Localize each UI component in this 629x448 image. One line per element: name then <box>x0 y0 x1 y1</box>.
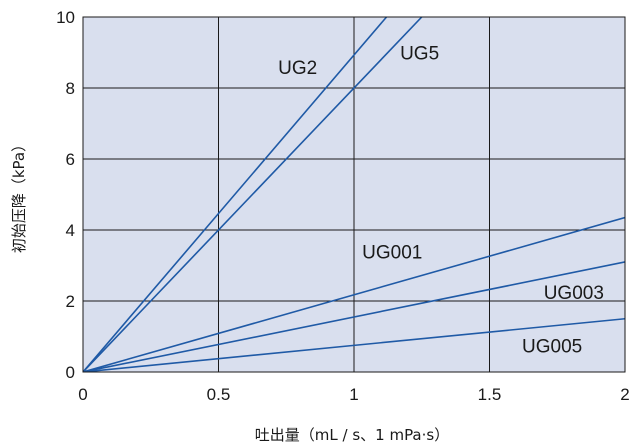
y-tick-label: 6 <box>66 150 75 169</box>
series-label-ug2: UG2 <box>278 58 317 79</box>
series-label-ug001: UG001 <box>362 242 422 263</box>
x-tick-label: 0 <box>78 385 87 404</box>
y-tick-labels: 0 2 4 6 8 10 <box>56 8 75 382</box>
x-tick-label: 1.5 <box>478 385 502 404</box>
y-tick-label: 4 <box>66 221 75 240</box>
series-label-ug005: UG005 <box>522 336 582 357</box>
series-labels: UG2 UG5 UG001 UG003 UG005 <box>278 44 604 358</box>
series-line-ug5 <box>83 17 423 372</box>
x-tick-label: 2 <box>620 385 629 404</box>
x-axis-label: 吐出量（mL / s、1 mPa·s） <box>255 426 449 444</box>
y-tick-label: 8 <box>66 79 75 98</box>
plot-frame <box>82 16 626 373</box>
x-tick-label: 1 <box>349 385 358 404</box>
y-tick-label: 0 <box>66 363 75 382</box>
series-line-ug003 <box>83 261 625 372</box>
series-line-ug2 <box>83 17 388 372</box>
series-line-ug001 <box>83 216 625 372</box>
y-axis-label: 初始压降（kPa） <box>10 137 28 253</box>
y-tick-label: 2 <box>66 292 75 311</box>
series-line-ug005 <box>83 317 625 372</box>
x-tick-label: 0.5 <box>207 385 231 404</box>
series-label-ug003: UG003 <box>544 283 604 304</box>
series-label-ug5: UG5 <box>400 44 439 65</box>
x-tick-labels: 0 0.5 1 1.5 2 <box>78 385 629 404</box>
series-lines <box>83 17 625 372</box>
y-tick-label: 10 <box>56 8 75 27</box>
